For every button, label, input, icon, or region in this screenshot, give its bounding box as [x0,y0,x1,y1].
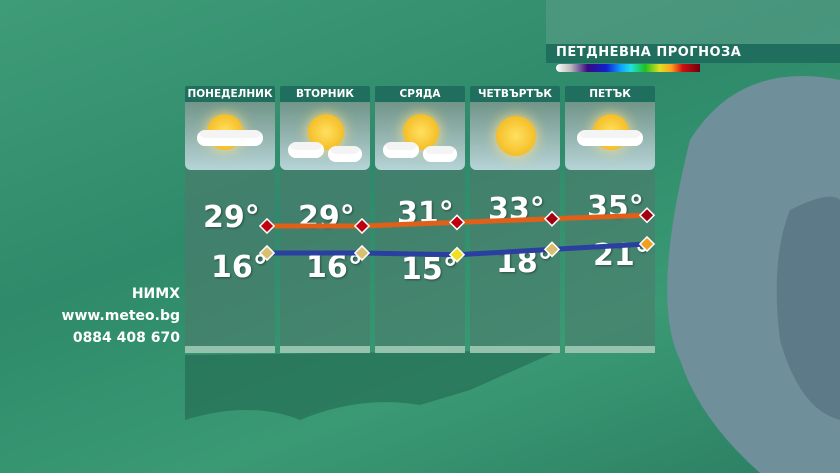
day-column: СРЯДА 31° 15° [375,86,465,353]
min-temp-marker [543,241,561,258]
sun-cloud-icon [565,102,655,170]
phone-label: 0884 408 670 [72,330,180,346]
day-name: ВТОРНИК [280,86,370,102]
day-panel [280,170,370,353]
temperature-color-scale [556,64,700,72]
panel-strip [280,346,370,353]
day-panel [375,170,465,353]
day-column: ПОНЕДЕЛНИК 29° 16° [185,86,275,353]
min-temp-marker [258,244,276,262]
panel-strip [565,346,655,353]
sun-icon [470,102,560,170]
sun-clouds-icon [280,102,370,170]
min-temp: 16° [211,250,268,285]
max-temp-marker [638,207,656,224]
sun-clouds-icon [375,102,465,170]
day-column: ВТОРНИК 29° 16° [280,86,370,353]
day-panel [185,170,275,353]
max-temp-marker [258,217,276,235]
max-temp-marker [543,210,561,227]
min-temp-marker [448,246,466,263]
forecast-title: ПЕТДНЕВНА ПРОГНОЗА [556,45,742,60]
min-temp-marker [353,244,371,262]
panel-strip [470,346,560,353]
panel-strip [375,346,465,353]
day-column: ЧЕТВЪРТЪК 33° 18° [470,86,560,353]
org-label: НИМХ [131,286,180,302]
day-panel [565,170,655,353]
day-panel [470,170,560,353]
max-temp: 29° [203,200,260,235]
day-name: СРЯДА [375,86,465,102]
min-temp-marker [638,235,656,253]
forecast-title-bar: ПЕТДНЕВНА ПРОГНОЗА [546,44,840,63]
max-temp: 29° [298,200,355,235]
day-name: ЧЕТВЪРТЪК [470,86,560,102]
min-temp: 15° [401,252,458,287]
day-column: ПЕТЪК 35° 21° [565,86,655,353]
day-name: ПОНЕДЕЛНИК [185,86,275,102]
day-name: ПЕТЪК [565,86,655,102]
panel-strip [185,346,275,353]
min-temp: 16° [306,250,363,285]
website-label: www.meteo.bg [61,308,180,324]
max-temp-marker [448,214,466,231]
max-temp-marker [353,217,371,235]
sun-cloud-rain-icon [185,102,275,170]
